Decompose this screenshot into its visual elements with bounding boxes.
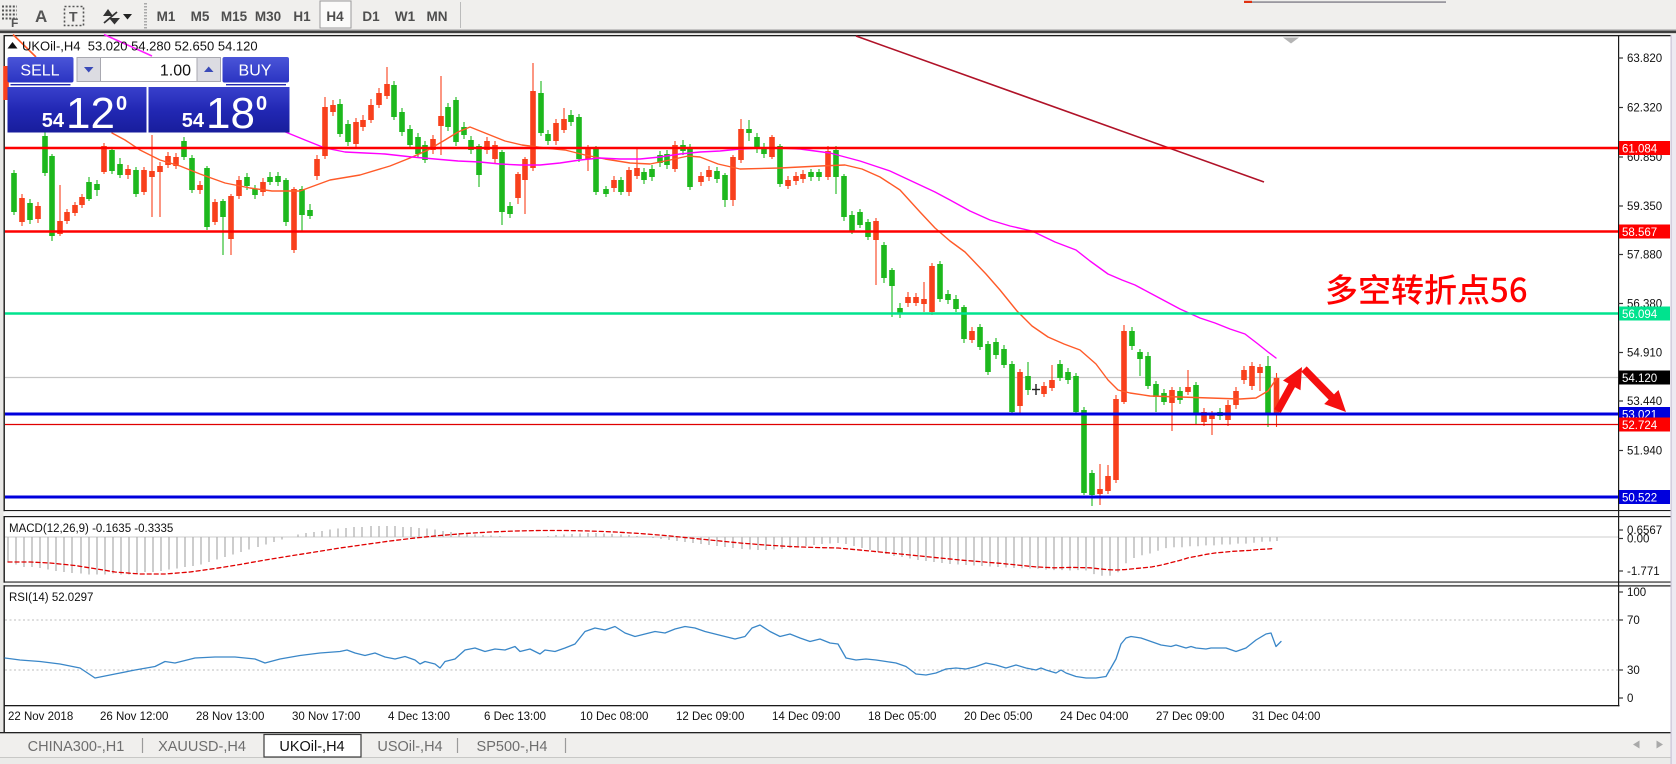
svg-text:61.084: 61.084 [1622,144,1658,156]
svg-text:SP500-,H4: SP500-,H4 [477,739,548,755]
svg-text:UKOil-,H4 53.020 54.280 52.65: UKOil-,H4 53.020 54.280 52.650 54.120 [22,39,258,54]
svg-text:MACD(12,26,9) -0.1635 -0.3335: MACD(12,26,9) -0.1635 -0.3335 [9,523,173,535]
svg-text:A: A [35,7,47,26]
svg-text:0.6567: 0.6567 [1627,525,1662,537]
svg-text:53.440: 53.440 [1627,396,1662,408]
svg-text:27 Dec 09:00: 27 Dec 09:00 [1156,711,1224,723]
svg-text:58.567: 58.567 [1622,227,1657,239]
svg-text:100: 100 [1627,587,1646,599]
svg-text:H1: H1 [293,9,311,24]
svg-text:UKOil-,H4: UKOil-,H4 [279,739,344,755]
svg-text:54.120: 54.120 [1622,373,1657,385]
svg-text:CHINA300-,H1: CHINA300-,H1 [28,739,125,755]
svg-text:SELL: SELL [20,63,59,80]
svg-text:12 Dec 09:00: 12 Dec 09:00 [676,711,744,723]
svg-text:T: T [69,9,78,25]
svg-text:22 Nov 2018: 22 Nov 2018 [8,711,73,723]
svg-text:28 Nov 13:00: 28 Nov 13:00 [196,711,264,723]
svg-text:31 Dec 04:00: 31 Dec 04:00 [1252,711,1320,723]
svg-text:D1: D1 [362,9,380,24]
svg-text:H4: H4 [326,9,344,24]
svg-text:BUY: BUY [239,63,272,80]
svg-text:18 Dec 05:00: 18 Dec 05:00 [868,711,936,723]
svg-text:63.820: 63.820 [1627,53,1662,65]
svg-text:59.350: 59.350 [1627,201,1662,213]
svg-text:M1: M1 [157,9,176,24]
svg-text:6 Dec 13:00: 6 Dec 13:00 [484,711,546,723]
svg-text:-1.771: -1.771 [1627,566,1660,578]
svg-text:14 Dec 09:00: 14 Dec 09:00 [772,711,840,723]
svg-text:M15: M15 [221,9,248,24]
svg-text:18: 18 [206,89,255,138]
svg-text:57.880: 57.880 [1627,250,1662,262]
svg-text:52.724: 52.724 [1622,420,1658,432]
svg-text:M30: M30 [255,9,281,24]
svg-text:0: 0 [256,93,267,115]
svg-text:70: 70 [1627,615,1640,627]
svg-text:54: 54 [42,110,65,132]
svg-text:62.320: 62.320 [1627,103,1662,115]
svg-text:56.094: 56.094 [1622,309,1658,321]
svg-text:30 Nov 17:00: 30 Nov 17:00 [292,711,360,723]
svg-text:M5: M5 [191,9,210,24]
svg-text:1.00: 1.00 [160,63,191,80]
svg-text:0: 0 [116,93,127,115]
svg-text:50.522: 50.522 [1622,493,1657,505]
svg-text:W1: W1 [395,9,416,24]
svg-text:10 Dec 08:00: 10 Dec 08:00 [580,711,648,723]
svg-text:RSI(14) 52.0297: RSI(14) 52.0297 [9,592,93,604]
svg-text:12: 12 [66,89,115,138]
svg-text:0: 0 [1627,693,1633,705]
svg-text:XAUUSD-,H4: XAUUSD-,H4 [158,739,246,755]
svg-text:51.940: 51.940 [1627,446,1662,458]
svg-text:54: 54 [182,110,205,132]
svg-text:54.910: 54.910 [1627,348,1662,360]
svg-text:USOil-,H4: USOil-,H4 [377,739,442,755]
svg-text:4 Dec 13:00: 4 Dec 13:00 [388,711,450,723]
svg-text:F: F [11,16,18,30]
svg-text:MN: MN [427,9,448,24]
svg-text:24 Dec 04:00: 24 Dec 04:00 [1060,711,1128,723]
svg-text:20 Dec 05:00: 20 Dec 05:00 [964,711,1032,723]
svg-text:0.00: 0.00 [1627,534,1649,546]
svg-text:30: 30 [1627,665,1640,677]
svg-text:26 Nov 12:00: 26 Nov 12:00 [100,711,168,723]
